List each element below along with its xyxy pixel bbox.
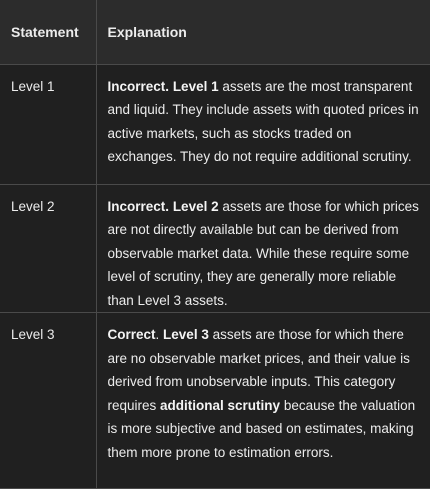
subject-label: Level 2 — [172, 198, 219, 214]
explanation-text-after: because the valuation is more subjective… — [107, 397, 416, 460]
explanation-cell: Incorrect. Level 2 assets are those for … — [96, 184, 430, 313]
subject-label: Level 1 — [172, 78, 219, 94]
table-row: Level 2 Incorrect. Level 2 assets are th… — [0, 184, 430, 313]
statement-cell: Level 3 — [0, 312, 97, 489]
explanation-text: assets are the most transparent and liqu… — [107, 78, 419, 165]
header-statement: Statement — [0, 0, 97, 65]
explanation-text-before: assets are those for which there are no … — [107, 327, 410, 413]
verdict-label: Correct — [107, 327, 156, 342]
verdict-period: . — [155, 327, 160, 342]
table-header: Statement Explanation — [0, 0, 430, 65]
verdict-period: . — [165, 198, 170, 214]
verdict-period: . — [165, 78, 170, 94]
explanation-cell: Correct. Level 3 assets are those for wh… — [96, 312, 430, 489]
table-row: Level 1 Incorrect. Level 1 assets are th… — [0, 64, 430, 185]
emphasis-phrase: additional scrutiny — [160, 397, 281, 413]
verdict-label: Incorrect — [107, 78, 166, 94]
table-row: Level 3 Correct. Level 3 assets are thos… — [0, 312, 430, 489]
statement-cell: Level 2 — [0, 184, 97, 313]
explanation-cell: Incorrect. Level 1 assets are the most t… — [96, 64, 430, 185]
verdict-label: Incorrect — [107, 198, 166, 214]
header-row: Statement Explanation — [0, 0, 430, 65]
statement-cell: Level 1 — [0, 64, 97, 185]
explanation-text: assets are those for which prices are no… — [107, 198, 419, 308]
table-body: Level 1 Incorrect. Level 1 assets are th… — [0, 64, 430, 489]
subject-label: Level 3 — [163, 327, 209, 342]
header-explanation: Explanation — [96, 0, 430, 65]
